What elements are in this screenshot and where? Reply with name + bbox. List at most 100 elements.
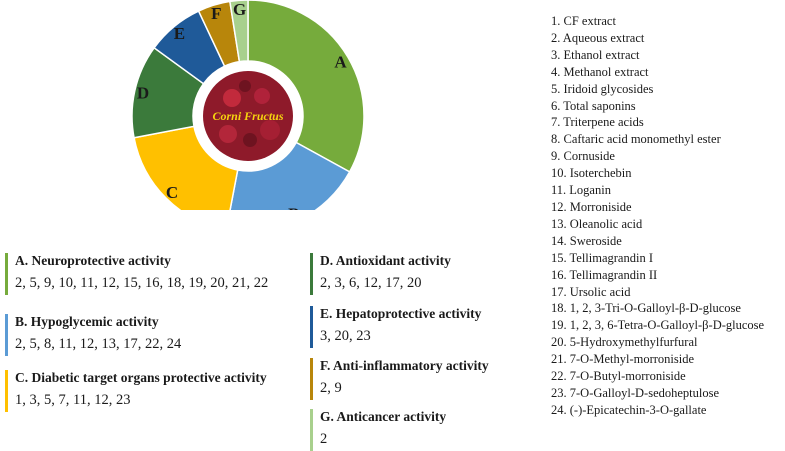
compound-number: 7.: [551, 115, 561, 130]
compound-number: 17.: [551, 284, 567, 299]
compound-number: 11.: [551, 183, 567, 198]
compound-number: 24.: [551, 402, 567, 417]
compound-number: 19.: [551, 318, 567, 333]
activity-g-color-bar: [310, 409, 313, 451]
activity-e-color-bar: [310, 306, 313, 348]
compound-name: Aqueous extract: [560, 30, 645, 45]
compound-name: CF extract: [560, 14, 616, 28]
compound-item: 20. 5-Hydroxymethylfurfural: [551, 334, 764, 351]
compound-name: Sweroside: [566, 233, 622, 248]
activity-d-title: D. Antioxidant activity: [320, 253, 451, 268]
compound-name: Ethanol extract: [560, 47, 640, 62]
activity-donut-chart: A B C D E FG Corni Fructus: [131, 0, 365, 210]
compound-item: 8. Caftaric acid monomethyl ester: [551, 131, 764, 148]
activity-b-color-bar: [5, 314, 8, 356]
compound-item: 21. 7-O-Methyl-morroniside: [551, 351, 764, 368]
donut-label-f: F: [211, 4, 221, 23]
activity-d-compounds: 2, 3, 6, 12, 17, 20: [320, 275, 422, 291]
compound-name: Iridoid glycosides: [560, 81, 654, 96]
compound-name: Tellimagrandin I: [566, 250, 653, 265]
activity-f-compounds: 2, 9: [320, 380, 342, 396]
donut-segments: [131, 0, 365, 210]
compound-name: Cornuside: [560, 149, 615, 164]
compound-number: 2.: [551, 30, 561, 45]
compound-number: 15.: [551, 250, 567, 265]
compound-item: 13. Oleanolic acid: [551, 216, 764, 233]
compound-number: 20.: [551, 335, 567, 350]
compound-item: 15. Tellimagrandin I: [551, 250, 764, 267]
activity-g-compounds: 2: [320, 431, 328, 447]
compound-name: Methanol extract: [560, 64, 649, 79]
compound-number: 21.: [551, 352, 567, 367]
donut-segment-a: [247, 0, 365, 173]
donut-label-d: D: [137, 84, 149, 103]
compound-number: 6.: [551, 98, 561, 113]
activity-a-title: A. Neuroprotective activity: [15, 253, 171, 268]
berry-highlight: [260, 120, 280, 140]
activity-d-color-bar: [310, 253, 313, 295]
compound-number: 1.: [551, 14, 561, 28]
center-label: Corni Fructus: [212, 109, 283, 123]
activity-b-title: B. Hypoglycemic activity: [15, 314, 159, 329]
compound-name: Ursolic acid: [566, 284, 631, 299]
compound-item: 10. Isoterchebin: [551, 165, 764, 182]
compound-name: 5-Hydroxymethylfurfural: [566, 335, 698, 350]
donut-label-g: G: [233, 0, 246, 19]
compound-item: 2. Aqueous extract: [551, 30, 764, 47]
compound-name: 1, 2, 3-Tri-O-Galloyl-β-D-glucose: [566, 301, 741, 316]
activity-g-title: G. Anticancer activity: [320, 409, 447, 424]
compound-name: Oleanolic acid: [566, 216, 643, 231]
compound-name: Isoterchebin: [566, 166, 632, 181]
compound-item: 19. 1, 2, 3, 6-Tetra-O-Galloyl-β-D-gluco…: [551, 317, 764, 334]
compound-name: Tellimagrandin II: [566, 267, 658, 282]
compound-number: 5.: [551, 81, 561, 96]
activity-f-title: F. Anti-inflammatory activity: [320, 358, 489, 373]
berry-highlight: [219, 125, 237, 143]
activity-b-compounds: 2, 5, 8, 11, 12, 13, 17, 22, 24: [15, 336, 182, 352]
berry-highlight: [254, 88, 270, 104]
compound-number: 18.: [551, 301, 567, 316]
activity-a-compounds: 2, 5, 9, 10, 11, 12, 15, 16, 18, 19, 20,…: [15, 275, 269, 291]
activity-c-color-bar: [5, 370, 8, 412]
compound-item: 6. Total saponins: [551, 98, 764, 115]
berry-highlight: [223, 89, 241, 107]
compound-item: 17. Ursolic acid: [551, 284, 764, 301]
compound-item: 3. Ethanol extract: [551, 47, 764, 64]
compound-number: 9.: [551, 149, 561, 164]
donut-label-b: B: [288, 204, 299, 210]
donut-label-a: A: [334, 52, 347, 71]
compound-item: 4. Methanol extract: [551, 64, 764, 81]
compound-name: 7-O-Butyl-morroniside: [566, 369, 686, 384]
compound-list: 1. CF extract 2. Aqueous extract 3. Ethano…: [551, 13, 764, 419]
compound-item: 11. Loganin: [551, 182, 764, 199]
compound-number: 16.: [551, 267, 567, 282]
donut-segment-c: [133, 125, 239, 210]
compound-item: 12. Morroniside: [551, 199, 764, 216]
compound-item: 7. Triterpene acids: [551, 114, 764, 131]
compound-number: 13.: [551, 216, 567, 231]
compound-number: 10.: [551, 166, 567, 181]
compound-item: 23. 7-O-Galloyl-D-sedoheptulose: [551, 385, 764, 402]
donut-segment-g: [228, 0, 249, 63]
compound-number: 14.: [551, 233, 567, 248]
compound-name: Morroniside: [566, 199, 632, 214]
compound-number: 22.: [551, 369, 567, 384]
compound-item: 16. Tellimagrandin II: [551, 267, 764, 284]
compound-number: 12.: [551, 199, 567, 214]
berry-shadow: [243, 133, 257, 147]
compound-name: Total saponins: [560, 98, 636, 113]
compound-number: 3.: [551, 47, 561, 62]
compound-name: Loganin: [566, 183, 611, 198]
activity-c-compounds: 1, 3, 5, 7, 11, 12, 23: [15, 392, 131, 408]
compound-item: 1. CF extract: [551, 13, 764, 30]
activity-e-compounds: 3, 20, 23: [320, 328, 371, 344]
compound-name: 1, 2, 3, 6-Tetra-O-Galloyl-β-D-glucose: [566, 318, 765, 333]
compound-item: 5. Iridoid glycosides: [551, 81, 764, 98]
compound-name: Caftaric acid monomethyl ester: [560, 132, 721, 147]
compound-name: (-)-Epicatechin-3-O-gallate: [566, 402, 707, 417]
donut-segment-b: [229, 141, 351, 210]
compound-name: Triterpene acids: [560, 115, 644, 130]
compound-item: 9. Cornuside: [551, 148, 764, 165]
activity-a-color-bar: [5, 253, 8, 295]
compound-number: 8.: [551, 132, 561, 147]
